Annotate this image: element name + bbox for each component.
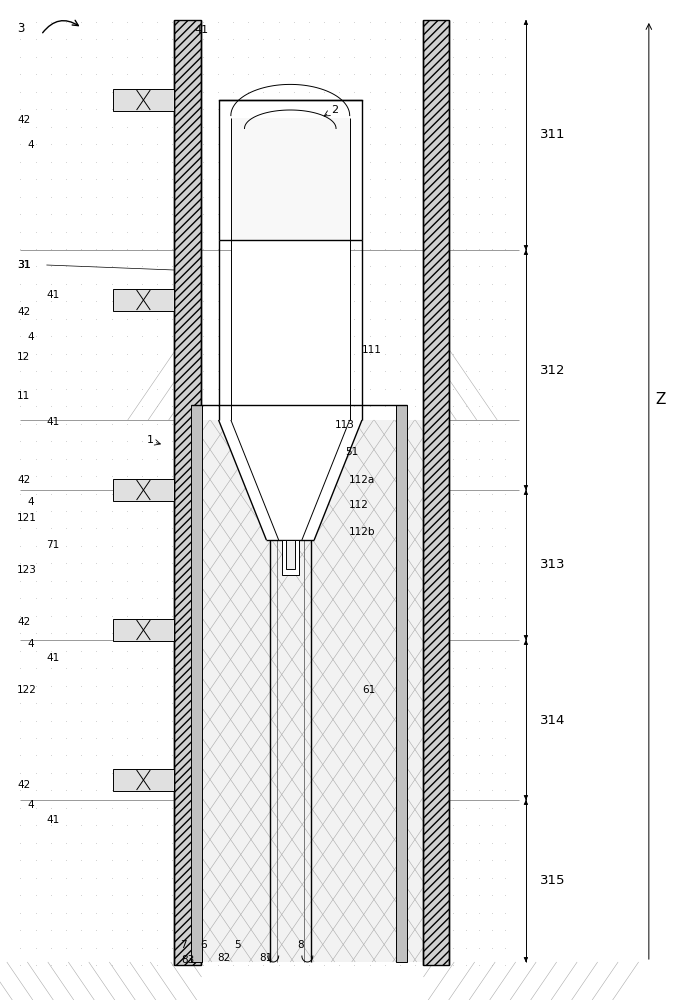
Text: 5: 5: [234, 940, 241, 950]
Text: 4: 4: [27, 332, 34, 342]
Bar: [113, 619, 174, 641]
Text: 4: 4: [27, 497, 34, 507]
Text: 2: 2: [331, 105, 338, 115]
Text: 4: 4: [27, 140, 34, 150]
Text: 61: 61: [362, 685, 375, 695]
Text: 112: 112: [348, 500, 368, 510]
Text: 71: 71: [46, 540, 59, 550]
Text: 313: 313: [540, 558, 565, 572]
Bar: [113, 769, 174, 791]
Text: 315: 315: [540, 874, 565, 888]
Polygon shape: [219, 420, 362, 540]
Text: 42: 42: [17, 617, 30, 627]
Text: 1: 1: [147, 435, 154, 445]
Text: 121: 121: [17, 513, 37, 523]
Text: 3: 3: [17, 21, 25, 34]
Bar: [219, 100, 362, 240]
Text: 51: 51: [345, 447, 358, 457]
Text: 112a: 112a: [348, 475, 374, 485]
Text: 112b: 112b: [348, 527, 375, 537]
Text: 41: 41: [46, 290, 59, 300]
Text: 81: 81: [260, 953, 273, 963]
Text: 42: 42: [17, 115, 30, 125]
Text: 123: 123: [17, 565, 37, 575]
Text: 6: 6: [200, 940, 207, 950]
Bar: [191, 405, 202, 962]
Text: 4: 4: [27, 639, 34, 649]
Text: 7: 7: [180, 940, 186, 950]
Text: 42: 42: [17, 780, 30, 790]
Bar: [281, 540, 298, 575]
Text: 113: 113: [335, 420, 354, 430]
Bar: [113, 289, 174, 311]
Bar: [201, 420, 423, 962]
Text: 12: 12: [17, 352, 30, 362]
Text: 122: 122: [17, 685, 37, 695]
Text: 41: 41: [46, 653, 59, 663]
Bar: [113, 89, 174, 111]
Text: 42: 42: [17, 475, 30, 485]
Text: 41: 41: [195, 25, 209, 35]
Text: 41: 41: [46, 417, 59, 427]
Bar: [396, 405, 407, 962]
Text: 41: 41: [46, 815, 59, 825]
Text: 314: 314: [540, 714, 565, 726]
Bar: [231, 240, 350, 420]
Text: 311: 311: [540, 128, 565, 141]
Text: 82: 82: [217, 953, 231, 963]
Bar: [231, 118, 350, 240]
Text: 111: 111: [362, 345, 382, 355]
Text: 4: 4: [27, 800, 34, 810]
Bar: [423, 20, 449, 965]
Bar: [285, 540, 295, 569]
Text: 312: 312: [540, 363, 565, 376]
Bar: [113, 479, 174, 501]
Text: 11: 11: [17, 391, 30, 401]
Text: 42: 42: [17, 307, 30, 317]
Text: 8: 8: [297, 940, 304, 950]
Text: Z: Z: [656, 392, 666, 408]
Bar: [174, 20, 201, 965]
Text: 83: 83: [181, 955, 195, 965]
Text: 31: 31: [17, 260, 30, 270]
Text: 31: 31: [17, 260, 31, 270]
